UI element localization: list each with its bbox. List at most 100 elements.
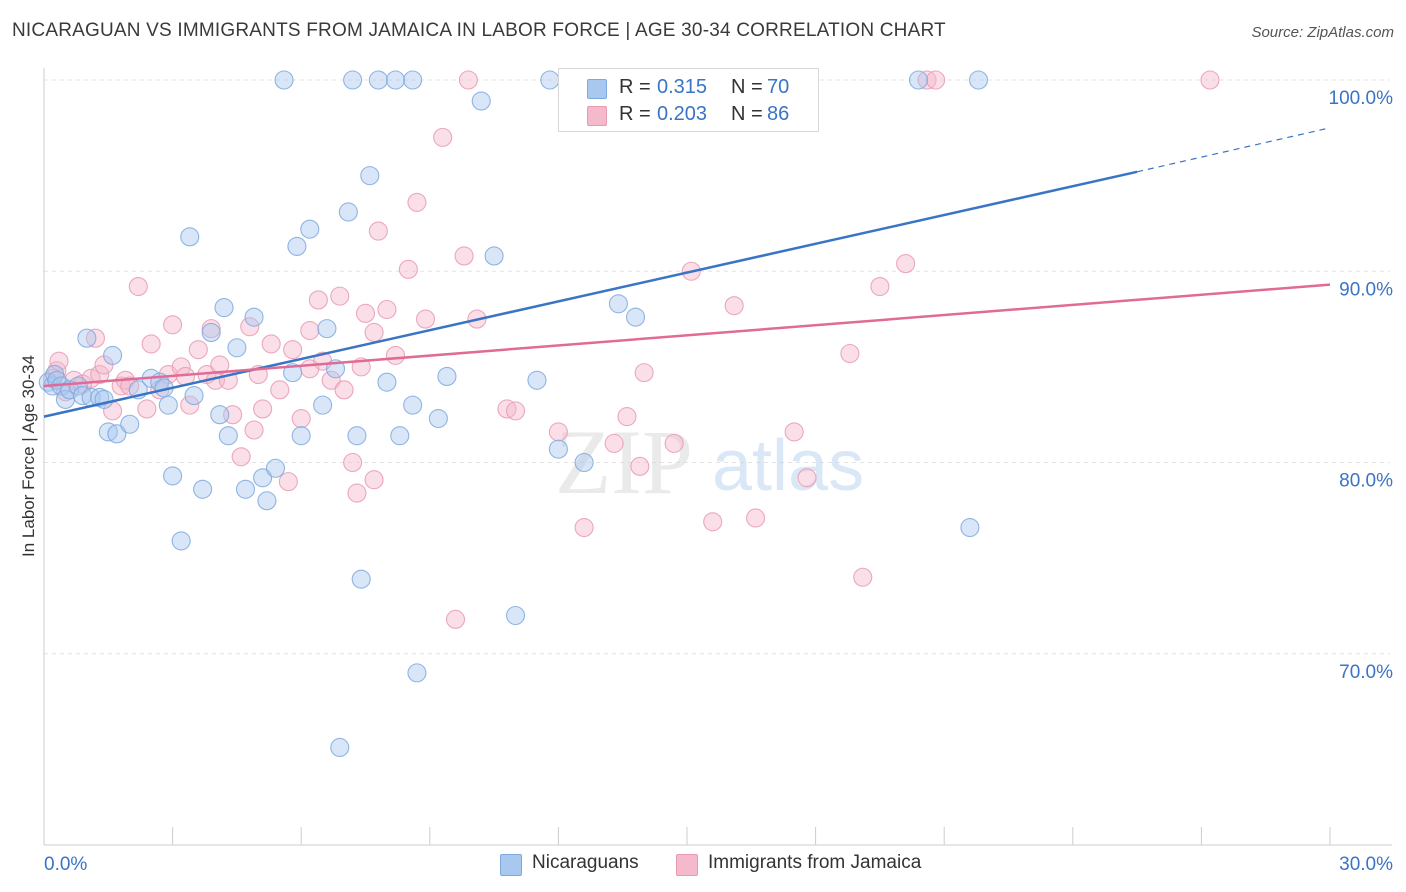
- x-tick-label-min: 0.0%: [44, 854, 87, 875]
- jamaica-point: [454, 246, 474, 266]
- jamaica-point: [445, 609, 466, 629]
- nicaraguan-point: [120, 414, 140, 434]
- trend-lines: [43, 127, 1331, 418]
- grid-lines: [44, 79, 1390, 655]
- nicaraguan-point: [103, 345, 123, 365]
- jamaica-point: [180, 395, 200, 415]
- jamaica-point: [433, 127, 453, 147]
- nicaraguan-point: [253, 468, 273, 488]
- nicaraguan-point: [274, 70, 294, 90]
- jamaica-point: [137, 399, 157, 419]
- jamaica-point: [231, 447, 251, 467]
- jamaica-point: [334, 380, 354, 400]
- jamaica-point: [163, 315, 183, 335]
- axis-labels: 100.0% 90.0% 80.0% 70.0% 0.0% 30.0% In Labor F…: [19, 88, 1393, 875]
- jamaica-point: [1200, 70, 1220, 90]
- nicaraguan-point: [180, 227, 200, 247]
- nicaraguan-point: [313, 395, 333, 415]
- nicaraguan-point: [158, 395, 178, 415]
- jamaica-point: [634, 363, 654, 383]
- nicaraguan-point: [527, 370, 547, 390]
- jamaica-point: [853, 567, 873, 587]
- jamaica-point: [574, 517, 594, 538]
- jamaica-point: [347, 483, 367, 503]
- jamaica-point: [926, 70, 946, 90]
- jamaica-point: [746, 508, 766, 528]
- nicaraguan-point: [608, 294, 628, 314]
- nicaraguan-point: [338, 202, 358, 222]
- nicaraguan-point: [227, 338, 247, 358]
- nicaraguan-point: [300, 219, 320, 239]
- bottom-legend-swatch-pink: [676, 854, 698, 876]
- nicaraguan-point: [77, 328, 97, 348]
- nicaraguan-point: [360, 166, 380, 186]
- jamaica-point: [188, 340, 208, 360]
- axes: [43, 68, 1392, 846]
- jamaica-point: [407, 192, 427, 212]
- nicaraguan-point: [390, 426, 410, 446]
- nicaraguan-point: [218, 426, 238, 446]
- jamaica-point: [283, 340, 303, 360]
- jamaica-point: [90, 364, 110, 385]
- nicaraguan-point: [471, 91, 491, 111]
- jamaica-point: [368, 221, 388, 241]
- jamaica-points: [43, 70, 1220, 629]
- y-tick-label: 90.0%: [1339, 279, 1393, 300]
- nicaraguan-point: [283, 363, 303, 383]
- jamaica-point: [724, 296, 744, 316]
- jamaica-point: [278, 472, 298, 492]
- jamaica-point: [870, 276, 890, 297]
- jamaica-point: [291, 408, 311, 429]
- nicaraguan-points: [38, 70, 989, 758]
- jamaica-trend-line: [43, 283, 1331, 388]
- nicaraguan-point: [257, 491, 277, 511]
- jamaica-point: [355, 303, 376, 323]
- jamaica-point: [385, 345, 406, 365]
- stats-legend: R = 0.315 N = 70 R = 0.203 N = 86: [558, 68, 819, 132]
- jamaica-point: [797, 468, 817, 488]
- jamaica-point: [505, 401, 526, 421]
- nicaraguan-trend-line: [43, 170, 1138, 418]
- legend-r-value: 0.203: [657, 103, 708, 125]
- jamaica-point: [308, 290, 328, 310]
- nicaraguan-point: [403, 70, 423, 90]
- nicaraguan-point: [68, 376, 88, 396]
- legend-swatch-blue: [587, 79, 607, 99]
- nicaraguan-point: [107, 424, 127, 444]
- jamaica-point: [664, 433, 684, 453]
- jamaica-point: [548, 422, 568, 442]
- nicaraguan-point: [377, 372, 397, 392]
- nicaraguan-point: [574, 452, 594, 473]
- jamaica-point: [415, 309, 436, 329]
- jamaica-point: [896, 254, 916, 274]
- legend-n-label: N =: [731, 76, 763, 98]
- legend-n-value: 70: [767, 76, 790, 98]
- nicaraguan-point: [437, 366, 457, 386]
- nicaraguan-trend-extension: [1136, 127, 1331, 173]
- nicaraguan-point: [428, 408, 448, 429]
- nicaraguan-point: [201, 322, 221, 343]
- jamaica-point: [784, 422, 804, 442]
- jamaica-point: [300, 359, 320, 379]
- nicaraguan-point: [163, 466, 183, 486]
- watermark-atlas: atlas: [712, 426, 864, 506]
- nicaraguan-point: [317, 319, 337, 339]
- legend-n-label: N =: [731, 103, 763, 125]
- nicaraguan-point: [171, 531, 191, 551]
- nicaraguan-point: [540, 70, 560, 90]
- nicaraguan-point: [244, 307, 264, 327]
- jamaica-point: [330, 286, 350, 306]
- nicaraguan-point: [407, 663, 427, 683]
- nicaraguan-point: [193, 479, 213, 499]
- watermark-zip: ZIP: [555, 411, 693, 513]
- nicaraguan-point: [287, 236, 307, 256]
- nicaraguan-point: [484, 246, 504, 266]
- jamaica-point: [141, 334, 161, 354]
- jamaica-point: [210, 355, 230, 375]
- nicaraguan-point: [347, 426, 367, 446]
- jamaica-point: [840, 343, 860, 364]
- y-tick-label: 100.0%: [1329, 88, 1394, 109]
- nicaraguan-point: [505, 605, 526, 626]
- jamaica-point: [240, 317, 260, 337]
